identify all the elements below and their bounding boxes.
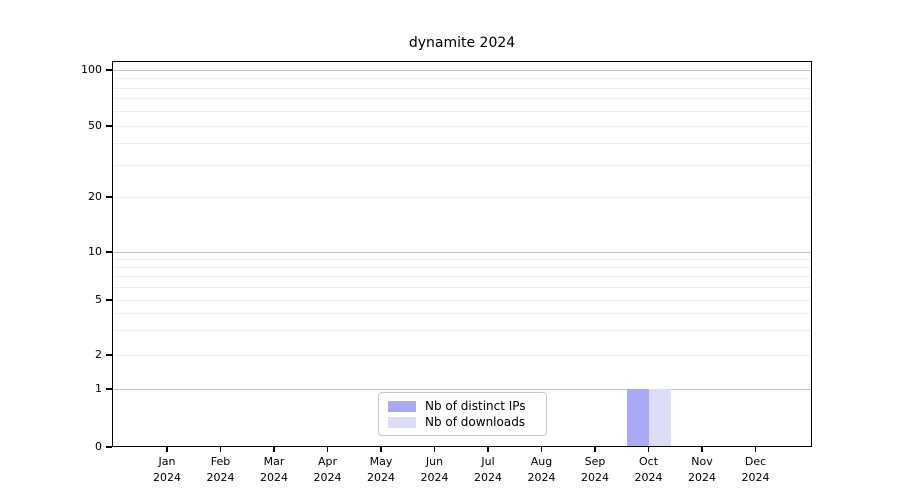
x-tick-label: Jun 2024 (420, 455, 449, 484)
x-tick-mark (380, 447, 382, 452)
x-tick-mark (166, 447, 168, 452)
x-tick-label: Jan 2024 (153, 455, 181, 484)
y-gridline-minor (113, 354, 811, 356)
y-gridline-minor (113, 330, 811, 332)
x-tick-label: Nov 2024 (688, 455, 716, 484)
x-tick-mark (647, 447, 650, 452)
x-tick-label: Mar 2024 (260, 455, 288, 484)
y-tick-mark (106, 69, 112, 71)
x-tick-label: Sep 2024 (581, 455, 609, 484)
y-gridline-major (113, 388, 811, 390)
x-tick-label: Jul 2024 (474, 455, 502, 484)
y-tick-mark (106, 196, 112, 198)
x-tick-label: Apr 2024 (313, 455, 342, 484)
y-tick-mark (106, 354, 112, 356)
y-gridline-minor (113, 87, 811, 89)
bar-nb-of-downloads (648, 389, 671, 447)
bar-nb-of-distinct-ips (626, 389, 649, 447)
y-tick-label: 50 (88, 119, 102, 132)
plot-area (112, 61, 812, 447)
y-gridline-minor (113, 286, 811, 288)
x-tick-mark (701, 447, 703, 452)
y-tick-label: 20 (88, 190, 102, 203)
y-tick-mark (106, 299, 112, 301)
legend-item: Nb of distinct IPs (388, 399, 538, 413)
y-gridline-major (113, 251, 811, 253)
x-tick-mark (219, 447, 222, 452)
x-tick-label: Dec 2024 (741, 455, 770, 484)
legend-label: Nb of downloads (425, 415, 526, 429)
x-tick-mark (433, 447, 436, 452)
x-tick-mark (754, 447, 757, 452)
legend: Nb of distinct IPs Nb of downloads (378, 392, 547, 436)
y-tick-label: 5 (95, 293, 102, 306)
y-tick-mark (106, 125, 112, 127)
x-tick-label: Oct 2024 (634, 455, 663, 484)
y-tick-mark (106, 446, 112, 448)
legend-label: Nb of distinct IPs (425, 399, 526, 413)
chart-title: dynamite 2024 (408, 35, 516, 51)
y-gridline-minor (113, 165, 811, 167)
y-gridline-minor (113, 110, 811, 112)
y-gridline-minor (113, 299, 811, 301)
x-tick-mark (540, 447, 543, 452)
y-gridline-minor (113, 78, 811, 79)
x-tick-label: Aug 2024 (527, 455, 556, 484)
x-tick-label: Feb 2024 (206, 455, 235, 484)
y-tick-mark (106, 251, 112, 253)
x-tick-label: May 2024 (367, 455, 395, 484)
y-tick-label: 10 (88, 245, 102, 258)
y-gridline-minor (113, 312, 811, 314)
y-gridline-minor (113, 196, 811, 198)
y-gridline-minor (113, 98, 811, 100)
y-tick-label: 2 (95, 348, 102, 361)
legend-item: Nb of downloads (388, 415, 538, 429)
y-tick-label: 1 (95, 382, 102, 395)
y-gridline-minor (113, 258, 811, 260)
y-gridline-minor (113, 266, 811, 268)
x-tick-mark (594, 447, 596, 452)
y-tick-mark (106, 388, 112, 390)
y-gridline-minor (113, 142, 811, 144)
y-tick-label: 0 (95, 440, 102, 453)
x-tick-mark (273, 447, 275, 452)
legend-swatch (388, 400, 416, 412)
y-tick-label: 100 (81, 63, 102, 76)
y-gridline-minor (113, 125, 811, 127)
y-gridline-major (113, 69, 811, 71)
legend-swatch (388, 416, 416, 428)
y-gridline-minor (113, 276, 811, 278)
x-tick-mark (487, 447, 489, 452)
x-tick-mark (326, 447, 329, 452)
